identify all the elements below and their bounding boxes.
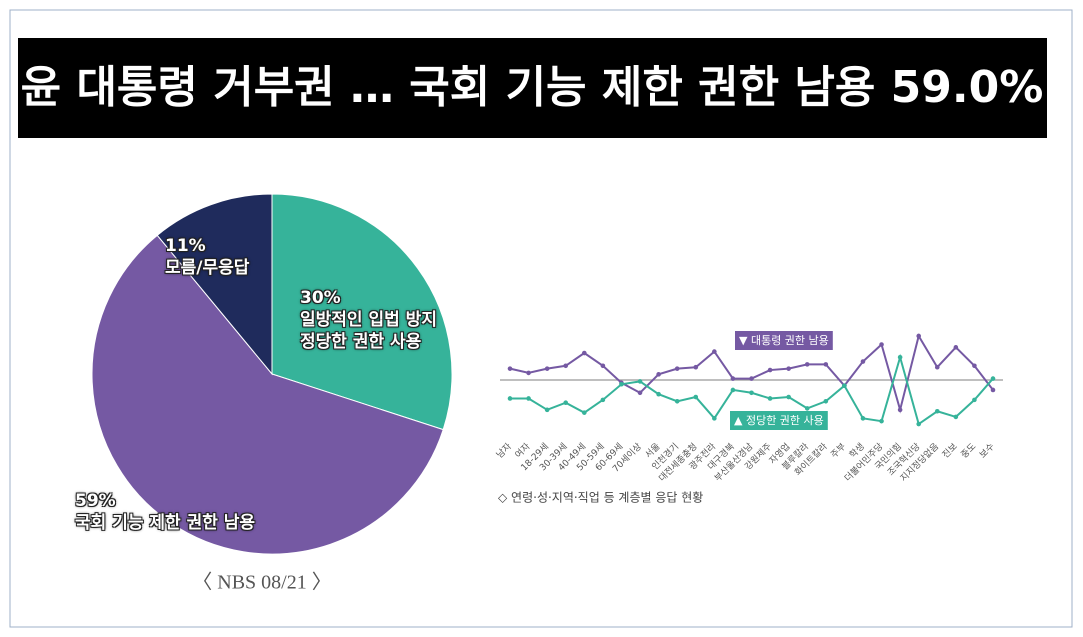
line-point	[712, 416, 717, 421]
line-point	[953, 414, 959, 420]
line-point	[526, 370, 531, 376]
x-tick-label: 보수	[977, 441, 996, 460]
line-point	[637, 390, 643, 396]
line-point	[767, 396, 773, 401]
line-point	[526, 396, 531, 401]
line-point	[972, 397, 977, 403]
line-point	[879, 342, 884, 347]
pie-slice	[91, 234, 444, 555]
slice-value-label: 30%	[300, 288, 341, 308]
line-point	[544, 407, 550, 413]
slice-category-label: 모름/무응답	[165, 258, 250, 278]
line-point	[730, 387, 736, 393]
line-point	[674, 399, 680, 404]
line-point	[860, 416, 866, 421]
line-point	[767, 367, 773, 373]
line-point	[990, 376, 996, 381]
line-point	[749, 390, 754, 396]
x-tick-label: 남자	[494, 441, 514, 461]
line-point	[879, 418, 884, 424]
slice-category-label: 일방적인 입법 방지 정당한 권한 사용	[300, 310, 437, 352]
line-point	[786, 394, 791, 400]
line-point	[897, 407, 903, 413]
line-point	[953, 345, 959, 350]
line-point	[582, 410, 587, 415]
legend-box	[730, 411, 828, 430]
line-point	[507, 366, 513, 371]
line-point	[916, 333, 921, 339]
pie-slice	[156, 193, 273, 376]
line-point	[563, 363, 569, 369]
line-point	[749, 376, 754, 381]
slice-value-label: 59%	[75, 491, 116, 511]
line-point	[842, 383, 847, 388]
x-tick-label: 중도	[959, 441, 978, 460]
legend-box	[735, 331, 833, 350]
legend-label: ▲ 정당한 권한 사용	[734, 414, 824, 427]
line-point	[582, 350, 587, 356]
pie-slice	[271, 193, 453, 431]
line-point	[990, 387, 996, 393]
x-tick-label: 진보	[940, 441, 959, 460]
line-point	[507, 396, 513, 401]
line-point	[656, 372, 661, 377]
line-point	[693, 364, 699, 370]
slice-value-label: 11%	[165, 236, 206, 256]
line-point	[804, 406, 810, 411]
line-point	[972, 363, 977, 369]
frame	[9, 9, 1073, 628]
line-point	[823, 362, 829, 367]
x-tick-label: 주부	[829, 441, 848, 460]
source: 〈 NBS 08/21 〉	[192, 572, 331, 594]
line-point	[730, 376, 736, 381]
note: ◇ 연령·성·지역·직업 등 계층별 응답 현황	[498, 491, 703, 505]
line-point	[916, 421, 921, 427]
line-point	[823, 399, 829, 404]
line-point	[563, 400, 569, 406]
line-point	[934, 408, 940, 414]
slice-category-label: 국회 기능 제한 권한 남용	[75, 513, 256, 533]
line-point	[712, 349, 717, 354]
line-point	[600, 363, 606, 369]
line-point	[637, 379, 643, 384]
legend-label: ▼ 대통령 권한 남용	[739, 334, 829, 347]
line-point	[897, 354, 903, 360]
line-point	[600, 397, 606, 403]
line-point	[786, 366, 791, 371]
line-point	[804, 362, 810, 367]
line-point	[619, 381, 624, 387]
title-banner	[18, 38, 1047, 138]
line-point	[544, 366, 550, 371]
line-point	[656, 391, 661, 397]
title: 윤 대통령 거부권 … 국회 기능 제한 권한 남용 59.0%	[21, 62, 1044, 113]
line-point	[674, 366, 680, 371]
line-point	[860, 359, 866, 364]
line-point	[693, 394, 699, 400]
line-point	[934, 364, 940, 370]
